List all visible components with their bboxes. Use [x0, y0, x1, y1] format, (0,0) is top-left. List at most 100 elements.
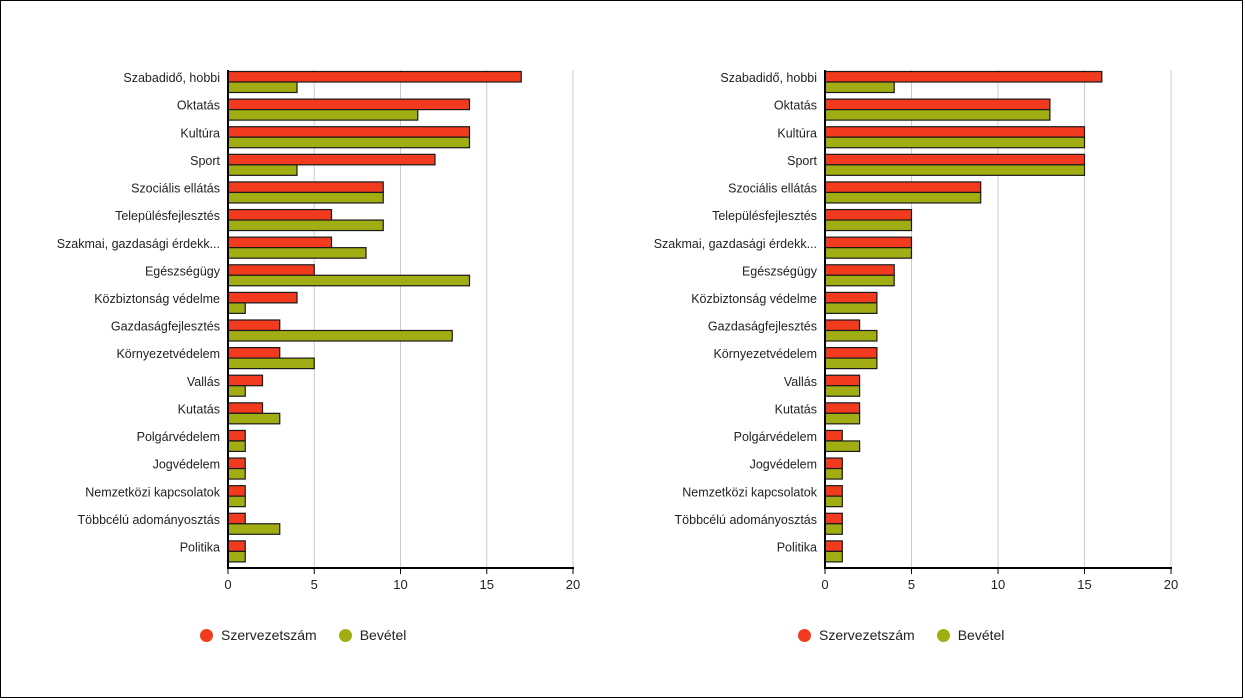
bar-series1	[824, 319, 861, 332]
x-tick-label: 0	[224, 577, 231, 592]
bar-series2	[824, 329, 878, 342]
legend-label-series2: Bevétel	[957, 627, 1005, 643]
bar-series1	[227, 540, 246, 552]
category-label: Vallás	[784, 375, 817, 389]
x-tick-label: 5	[311, 577, 318, 592]
bar-series2	[227, 81, 298, 94]
bar-series1	[227, 457, 246, 470]
bar-series2	[824, 550, 843, 563]
bar-series1	[824, 457, 843, 470]
bar-series1	[227, 402, 264, 414]
category-label: Polgárvédelem	[734, 430, 817, 444]
bar-series2	[824, 357, 878, 370]
x-tick-label: 15	[480, 577, 494, 592]
bar-series2	[824, 219, 913, 232]
bar-series1	[227, 347, 281, 359]
bar-series2	[227, 467, 246, 480]
bar-series1	[824, 291, 878, 304]
legend-left: Szervezetszám Bevétel	[200, 627, 428, 643]
category-label: Sport	[190, 154, 220, 168]
bar-series1	[824, 540, 843, 552]
bar-series1	[227, 181, 384, 194]
legend-item-series1: Szervezetszám	[200, 627, 317, 643]
category-label: Kultúra	[777, 126, 817, 140]
bar-series1	[824, 181, 982, 194]
bar-series1	[227, 429, 246, 442]
bar-series1	[824, 347, 878, 359]
category-label: Szociális ellátás	[728, 182, 817, 196]
category-label: Jogvédelem	[153, 458, 220, 472]
bar-series1	[824, 126, 1086, 138]
bar-series2	[824, 247, 913, 259]
category-label: Környezetvédelem	[713, 347, 817, 361]
bar-series2	[227, 191, 384, 204]
x-tick-label: 20	[566, 577, 580, 592]
category-label: Oktatás	[774, 99, 817, 113]
bar-series1	[227, 512, 246, 525]
legend-label-series1: Szervezetszám	[819, 627, 915, 643]
bar-series1	[824, 512, 843, 525]
category-label: Többcélú adományosztás	[78, 513, 220, 527]
bar-series2	[227, 329, 453, 342]
category-label: Polgárvédelem	[137, 430, 220, 444]
x-tick-label: 10	[393, 577, 407, 592]
bar-series1	[227, 319, 281, 332]
category-label: Gazdaságfejlesztés	[111, 320, 220, 334]
category-label: Egészségügy	[742, 264, 818, 278]
bar-series2	[227, 412, 281, 425]
category-label: Szabadidő, hobbi	[720, 71, 817, 85]
category-label: Környezetvédelem	[116, 347, 220, 361]
bar-series1	[227, 208, 333, 221]
category-label: Nemzetközi kapcsolatok	[85, 485, 221, 499]
category-label: Településfejlesztés	[115, 209, 220, 223]
legend-label-series1: Szervezetszám	[221, 627, 317, 643]
bar-series2	[227, 136, 471, 149]
category-label: Szabadidő, hobbi	[123, 71, 220, 85]
bar-series2	[227, 109, 419, 121]
category-label: Nemzetközi kapcsolatok	[682, 485, 818, 499]
bar-series2	[824, 440, 861, 453]
bar-series2	[824, 385, 861, 397]
category-label: Gazdaságfejlesztés	[708, 320, 817, 334]
bar-series2	[227, 495, 246, 508]
category-label: Sport	[787, 154, 817, 168]
bar-series2	[227, 550, 246, 563]
bar-series2	[227, 357, 315, 370]
bar-series1	[824, 153, 1086, 166]
legend-right: Szervezetszám Bevétel	[798, 627, 1026, 643]
category-label: Kutatás	[775, 402, 817, 416]
category-label: Szakmai, gazdasági érdekk...	[654, 237, 817, 251]
bar-series2	[227, 440, 246, 453]
bar-series2	[824, 191, 982, 204]
legend-label-series2: Bevétel	[359, 627, 407, 643]
category-label: Politika	[180, 540, 220, 554]
x-tick-label: 0	[821, 577, 828, 592]
category-label: Közbiztonság védelme	[691, 292, 817, 306]
chart-1: Szabadidő, hobbi Oktatás Kultúra Sport Szoci…	[57, 70, 580, 592]
bar-series2	[227, 302, 246, 314]
chart-2: Szabadidő, hobbi Oktatás Kultúra Sport Szoci…	[654, 70, 1178, 592]
bar-series2	[227, 219, 384, 232]
bar-series1	[227, 153, 436, 166]
legend-dot-series2	[936, 628, 950, 642]
bar-series1	[824, 485, 843, 497]
bar-series2	[227, 164, 298, 176]
bar-series2	[824, 495, 843, 508]
bar-series1	[227, 291, 298, 304]
category-label: Kultúra	[180, 126, 220, 140]
bar-series1	[227, 236, 333, 249]
bar-series2	[227, 385, 246, 397]
bar-series2	[824, 274, 895, 287]
bar-series1	[824, 98, 1051, 111]
bar-series1	[227, 98, 471, 111]
legend-dot-series2	[338, 628, 352, 642]
bar-series1	[824, 402, 861, 414]
legend-dot-series1	[798, 628, 811, 642]
bar-series1	[227, 70, 522, 83]
bar-series1	[824, 374, 861, 387]
bar-series1	[824, 429, 843, 442]
legend-dot-series1	[200, 628, 213, 642]
legend-item-series2: Bevétel	[936, 627, 1005, 643]
category-label: Vallás	[187, 375, 220, 389]
